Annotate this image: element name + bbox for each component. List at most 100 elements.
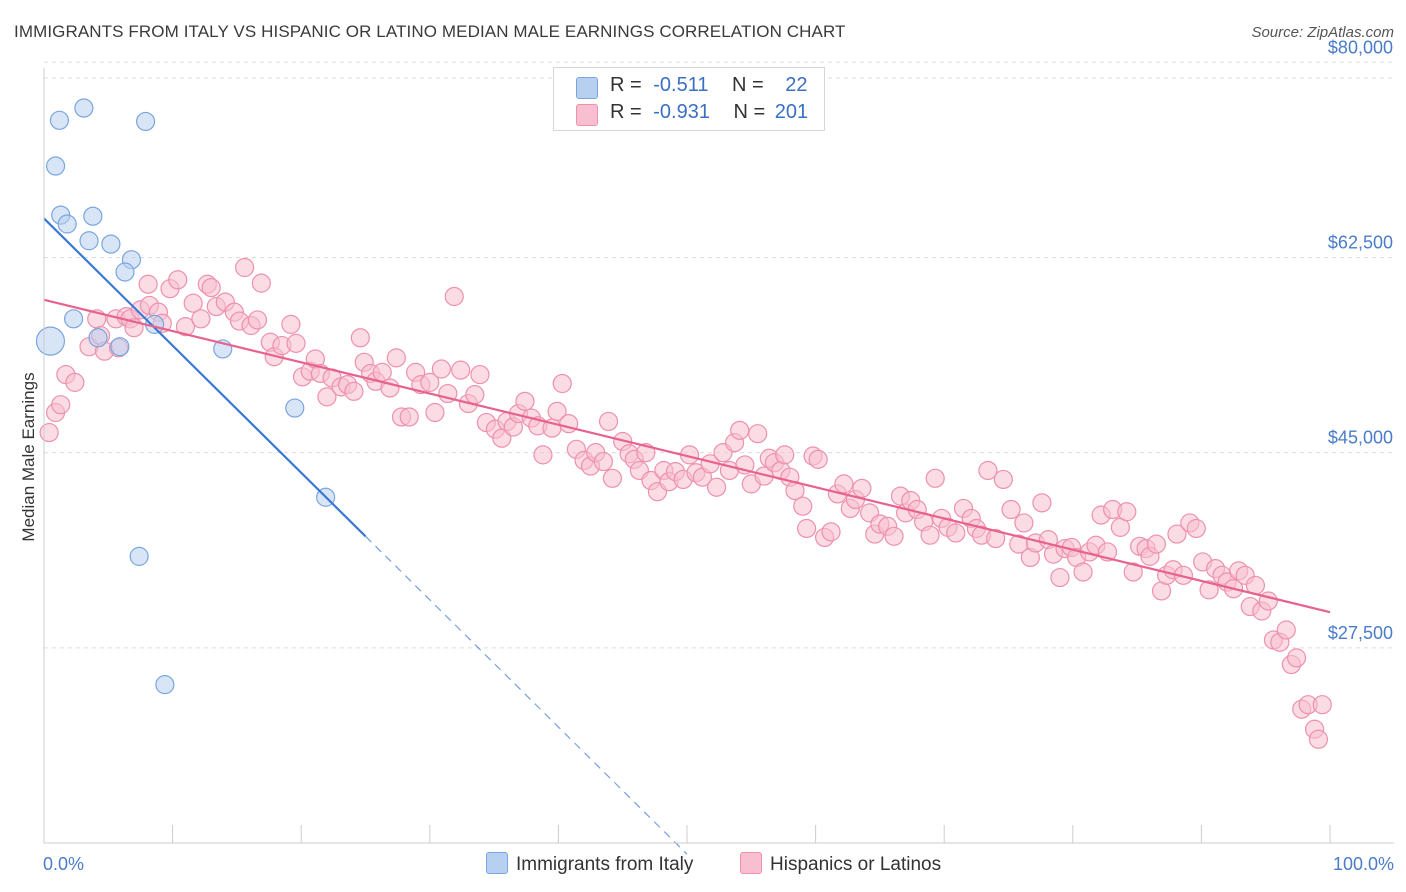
trend-line-italy-extension [365, 535, 688, 855]
data-point [793, 496, 813, 516]
data-point [1286, 648, 1307, 668]
data-point [168, 270, 188, 290]
data-point [1312, 695, 1332, 715]
data-point [201, 277, 221, 298]
data-point [834, 474, 854, 494]
data-point [465, 385, 485, 405]
x-tick-label-end: 100.0% [1333, 854, 1394, 874]
data-point [821, 522, 841, 542]
legend-n-label: N = [733, 101, 766, 123]
data-point [175, 317, 196, 337]
data-point [115, 262, 135, 282]
x-tick-label-start: 0.0% [43, 854, 84, 874]
data-point [281, 314, 301, 334]
data-point [470, 364, 490, 385]
data-point [1073, 562, 1093, 582]
legend-n-value: 22 [785, 74, 808, 96]
data-point [602, 468, 623, 488]
data-point [1308, 729, 1329, 749]
trend-line-italy [43, 217, 367, 538]
data-point [49, 110, 70, 130]
series-hispanics-points [39, 257, 1332, 749]
chart-title: IMMIGRANTS FROM ITALY VS HISPANIC OR LAT… [14, 22, 846, 41]
legend-r-value: -0.511 [653, 74, 709, 96]
data-point [63, 309, 84, 329]
data-point [775, 445, 795, 465]
data-point [1276, 620, 1296, 640]
data-point [317, 387, 337, 407]
data-point [247, 310, 268, 330]
data-point [88, 328, 108, 348]
data-point [286, 333, 306, 353]
legend-r-label: R = [610, 101, 642, 123]
data-point [110, 337, 130, 357]
data-point [138, 274, 158, 294]
axes [43, 68, 1394, 844]
data-point [183, 293, 203, 313]
data-point [1050, 567, 1070, 588]
data-point [598, 411, 619, 432]
trend-line-hispanics [43, 298, 1331, 614]
stats-legend: R = -0.511 N = 22 R = -0.931 N = 201 [553, 67, 825, 131]
data-point [344, 381, 364, 401]
data-point [946, 523, 966, 543]
data-point [444, 286, 464, 307]
data-point [1032, 493, 1052, 513]
legend-r-label: R = [610, 74, 642, 96]
y-tick-label: $45,000 [1328, 428, 1393, 448]
data-point [993, 469, 1013, 490]
bottom-legend-label: Immigrants from Italy [516, 854, 694, 875]
y-axis-title: Median Male Earnings [19, 372, 38, 541]
data-point [730, 420, 750, 440]
y-tick-label: $80,000 [1328, 37, 1393, 57]
data-point [57, 214, 77, 234]
data-point [191, 309, 211, 329]
bottom-legend-swatch-blue [486, 852, 508, 874]
legend-n-label: N = [732, 74, 764, 96]
data-point [1186, 518, 1206, 539]
data-point [1014, 513, 1034, 533]
data-point [1117, 502, 1137, 522]
data-point [386, 348, 406, 368]
data-point [251, 273, 271, 293]
data-point [451, 360, 471, 380]
legend-n-value: 201 [774, 101, 809, 123]
data-point [986, 528, 1006, 549]
data-point [65, 372, 85, 392]
data-point [45, 156, 66, 176]
data-point [1167, 524, 1187, 544]
data-point [155, 675, 175, 695]
data-point [920, 525, 940, 545]
grid [44, 61, 1394, 649]
source-label: Source: ZipAtlas.com [1251, 24, 1394, 41]
legend-swatch-pink [576, 104, 598, 126]
data-point [74, 98, 94, 118]
bottom-legend-italy: Immigrants from Italy [486, 852, 693, 876]
data-point [706, 477, 727, 497]
legend-swatch-blue [576, 77, 598, 99]
data-point [1199, 580, 1219, 600]
data-point [235, 257, 255, 278]
data-point [83, 206, 103, 226]
data-point [51, 395, 71, 415]
data-point [285, 398, 305, 418]
data-point [533, 445, 553, 465]
data-point [547, 401, 567, 421]
data-point [39, 422, 59, 443]
data-point [1001, 499, 1021, 520]
y-tick-labels: $27,500 $45,000 $62,500 $80,000 [1328, 37, 1393, 643]
data-point [350, 328, 370, 348]
data-point [748, 424, 768, 444]
data-point [552, 373, 572, 394]
bottom-legend-hispanics: Hispanics or Latinos [740, 852, 941, 876]
series-italy-points [35, 98, 336, 695]
data-point [978, 460, 998, 481]
bottom-legend-label: Hispanics or Latinos [770, 854, 942, 875]
data-point [884, 526, 904, 546]
data-point [515, 391, 535, 411]
data-point [852, 478, 872, 498]
data-point [129, 546, 149, 566]
data-point [431, 359, 451, 379]
data-point [925, 468, 945, 488]
